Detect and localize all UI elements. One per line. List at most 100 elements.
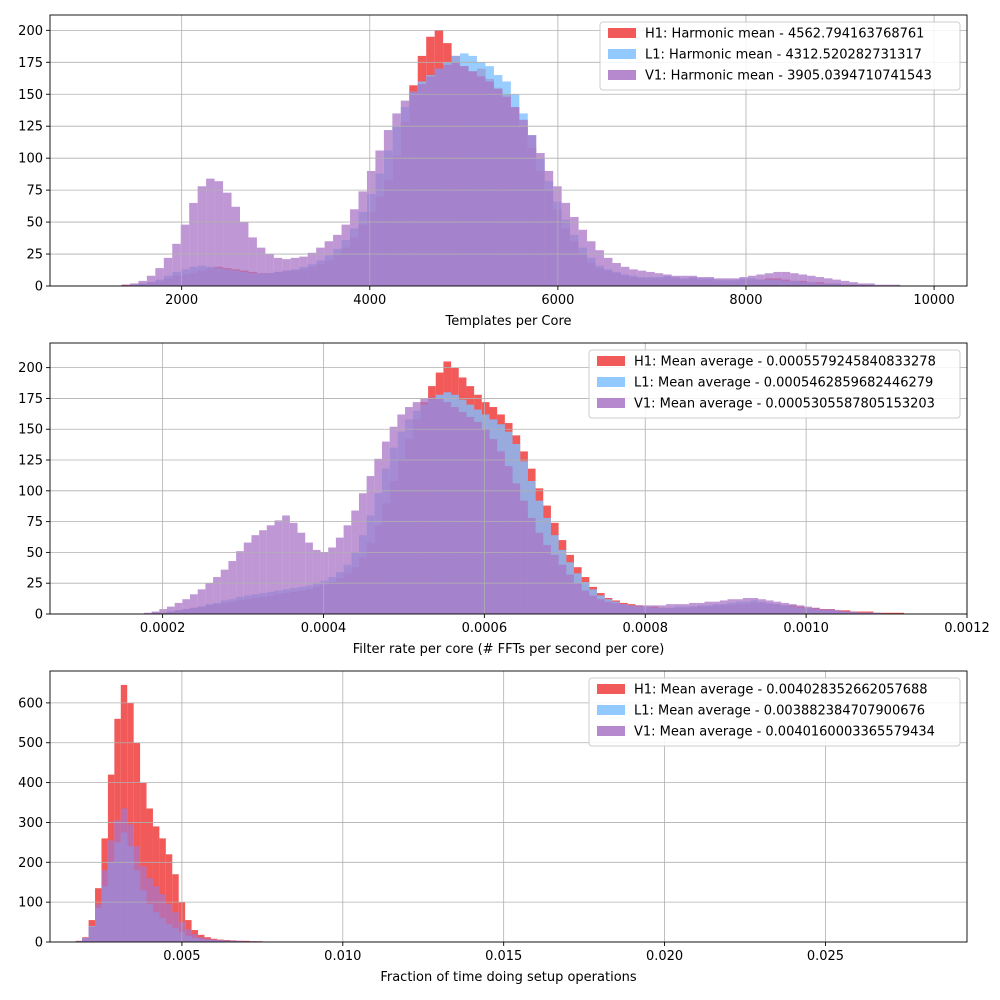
bar	[198, 937, 205, 942]
legend-box	[588, 677, 961, 747]
legend-box	[599, 21, 961, 91]
bar	[282, 259, 291, 286]
bar	[428, 397, 436, 614]
bar	[138, 280, 147, 286]
bar	[570, 216, 579, 286]
axes-frame	[49, 14, 968, 287]
legend-label: V1: Mean average - 0.0005305587805153203	[634, 397, 935, 412]
y-tick-label: 75	[26, 184, 43, 199]
bar	[519, 119, 528, 286]
bar	[842, 611, 851, 614]
y-tick-label: 100	[18, 484, 43, 499]
bar	[629, 269, 638, 286]
bar	[172, 874, 179, 942]
y-tick-label: 150	[18, 423, 43, 438]
bar	[220, 569, 229, 614]
bar	[159, 609, 168, 614]
y-tick-label: 125	[18, 120, 43, 135]
bar	[333, 234, 342, 286]
bar	[140, 866, 147, 942]
x-tick-label: 0.005	[163, 949, 200, 964]
bar	[228, 561, 237, 614]
bar	[133, 846, 141, 942]
bar	[165, 854, 173, 942]
bar	[197, 589, 206, 614]
bar	[273, 257, 283, 286]
bar	[185, 929, 192, 942]
bar	[891, 284, 901, 286]
bar	[434, 68, 444, 286]
bar	[206, 178, 215, 286]
legend-label: H1: Mean average - 0.0005579245840833278	[634, 355, 936, 370]
bar	[358, 493, 367, 614]
bar	[489, 439, 498, 614]
y-tick-label: 100	[18, 896, 43, 911]
y-tick-label: 500	[18, 736, 43, 751]
x-tick-label: 0.0008	[622, 621, 668, 636]
bar	[881, 612, 889, 614]
bar	[788, 604, 797, 614]
bar	[566, 574, 574, 614]
bar	[133, 742, 141, 942]
bar	[650, 605, 659, 614]
bar	[468, 71, 477, 286]
bar	[850, 611, 859, 614]
x-tick-label: 0.0006	[462, 621, 508, 636]
y-tick-label: 0	[35, 608, 43, 623]
bar	[520, 500, 528, 614]
bar	[121, 284, 130, 286]
bar	[290, 257, 300, 286]
bar	[120, 808, 128, 942]
bar	[289, 522, 298, 614]
bar	[381, 441, 390, 614]
bar	[849, 282, 858, 286]
bar	[375, 150, 384, 286]
axes-frame	[49, 670, 968, 943]
bar	[689, 602, 697, 614]
bar	[504, 466, 513, 614]
bar	[190, 594, 198, 614]
bar	[643, 605, 651, 614]
x-axis-label: Templates per Core	[444, 314, 571, 329]
legend: H1: Mean average - 0.0005579245840833278…	[588, 349, 961, 419]
bar	[397, 414, 406, 614]
y-tick-label: 200	[18, 24, 43, 39]
bar	[527, 517, 536, 614]
bar	[857, 283, 867, 286]
bar	[82, 938, 89, 942]
bar	[558, 564, 567, 614]
bar	[358, 191, 367, 286]
bar	[451, 407, 459, 614]
bar	[392, 113, 401, 286]
bar	[230, 940, 237, 942]
bar	[282, 515, 290, 614]
bar	[204, 938, 211, 942]
bar	[764, 273, 774, 286]
bar	[750, 597, 759, 614]
bar	[758, 599, 766, 614]
bar	[163, 257, 173, 286]
bar	[865, 612, 874, 614]
bar	[155, 268, 164, 286]
series-v1	[121, 62, 901, 287]
y-tick-label: 200	[18, 856, 43, 871]
bar	[561, 202, 571, 286]
bar	[827, 609, 836, 614]
bar	[620, 604, 628, 614]
bar	[712, 601, 720, 614]
bar	[214, 181, 224, 286]
x-tick-label: 0.0002	[140, 621, 186, 636]
x-tick-label: 0.025	[807, 949, 844, 964]
bar	[883, 284, 892, 286]
bar	[174, 602, 183, 614]
bar	[351, 510, 359, 614]
legend-label: V1: Harmonic mean - 3905.0394710741543	[645, 69, 932, 84]
bar	[420, 398, 429, 614]
legend-swatch	[597, 705, 625, 715]
series-v1	[75, 808, 282, 942]
bar	[412, 402, 421, 614]
bar	[840, 280, 850, 286]
bar	[197, 186, 207, 286]
bar	[101, 870, 108, 942]
